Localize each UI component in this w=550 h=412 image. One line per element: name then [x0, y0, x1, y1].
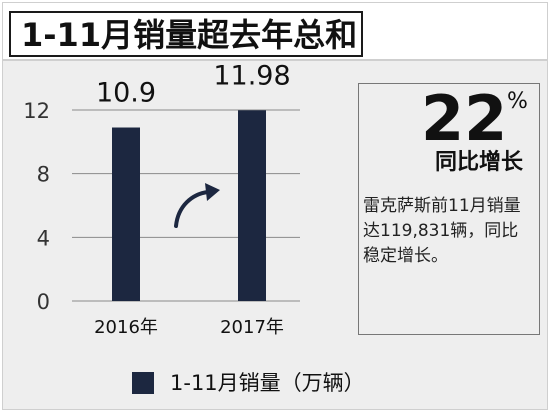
title-box: 1-11月销量超去年总和 — [9, 11, 363, 57]
legend-label: 1-11月销量（万辆） — [170, 371, 365, 395]
bar — [238, 110, 266, 302]
x-tick-label: 2017年 — [220, 317, 284, 338]
x-tick-label: 2016年 — [94, 317, 158, 338]
title-bar: 1-11月销量超去年总和 — [3, 3, 547, 61]
curved-arrow-up-icon — [174, 183, 220, 228]
growth-callout: 22 % 同比增长 雷克萨斯前11月销量达119,831辆，同比稳定增长。 — [358, 83, 540, 335]
growth-caption: 同比增长 — [435, 150, 524, 175]
data-label: 11.98 — [213, 60, 290, 91]
growth-percent: 22 — [421, 82, 508, 155]
callout-description: 雷克萨斯前11月销量达119,831辆，同比稳定增长。 — [363, 196, 521, 266]
growth-percent-sign: % — [507, 89, 528, 114]
labels: 0 4 8 12 10.9 2016年 11.98 2017年 — [23, 60, 290, 338]
y-tick-label: 0 — [37, 290, 50, 314]
data-label: 10.9 — [96, 78, 156, 109]
bar — [112, 127, 140, 301]
bars — [112, 110, 266, 302]
y-tick-label: 4 — [37, 226, 50, 250]
y-tick-label: 8 — [37, 163, 50, 187]
legend-swatch — [132, 372, 154, 394]
y-tick-label: 12 — [23, 99, 50, 123]
chart-title: 1-11月销量超去年总和 — [21, 16, 358, 54]
